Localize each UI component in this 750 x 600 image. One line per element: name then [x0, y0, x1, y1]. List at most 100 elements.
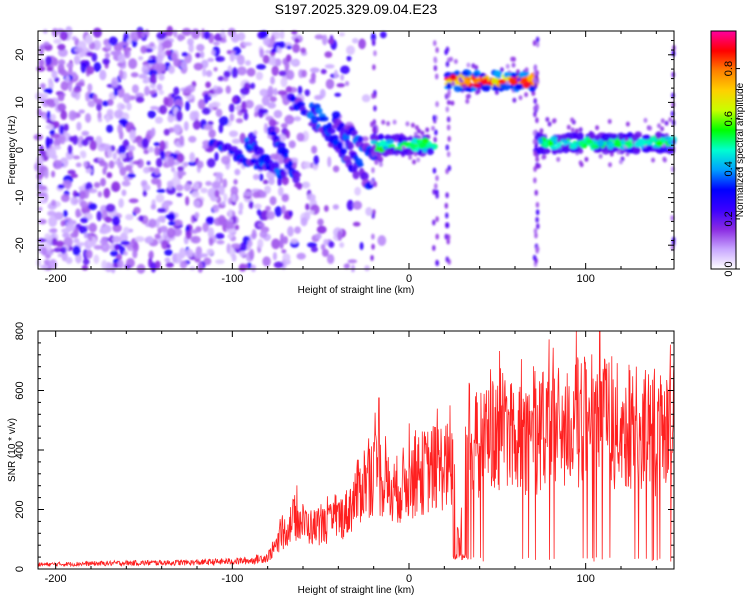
- spectrogram-band-halo: [578, 127, 583, 133]
- spectrogram-noise-cell: [208, 129, 216, 139]
- spectrogram-edge-smear: [534, 232, 538, 239]
- spectrogram-noise-cell: [108, 160, 115, 169]
- spectrogram-noise-cell: [179, 135, 185, 146]
- spectrogram-band-halo: [408, 154, 413, 160]
- spectrogram-chirp-cell: [340, 147, 347, 155]
- spectrogram-noise-cell: [340, 74, 345, 81]
- spectrogram-band-halo: [410, 122, 415, 128]
- spectrogram-noise-cell: [248, 200, 254, 209]
- spectrogram-noise-cell: [143, 149, 149, 155]
- spectrogram-noise-cell: [370, 32, 377, 42]
- spectrogram-noise-cell: [249, 82, 256, 90]
- spectrogram-noise-cell: [135, 96, 145, 103]
- spectrogram-noise-cell: [327, 156, 332, 168]
- spectrogram-noise-cell: [57, 184, 65, 189]
- spectrogram-edge-smear: [533, 111, 537, 118]
- spectrogram-noise-cell: [93, 245, 103, 250]
- spectrogram-noise-cell: [252, 173, 260, 180]
- spectrogram-noise-cell: [60, 110, 68, 120]
- spectrogram-noise-cell: [142, 190, 147, 197]
- spectrogram-noise-cell: [268, 118, 277, 127]
- spectrogram-noise-cell: [112, 215, 120, 226]
- spectrogram-band-cell: [547, 140, 554, 147]
- spectrogram-edge-smear: [535, 70, 540, 77]
- spectrogram-noise-cell: [43, 169, 49, 179]
- spectrogram-noise-cell: [253, 130, 258, 136]
- spectrogram-noise-cell: [48, 259, 58, 270]
- spectrogram-noise-cell: [214, 189, 220, 198]
- spectrogram-noise-cell: [346, 45, 355, 56]
- spectrogram-noise-cell: [63, 123, 69, 132]
- spectrogram-noise-cell: [97, 191, 103, 198]
- spectrogram-chirp-cell: [310, 115, 319, 125]
- spectrogram-noise-cell: [167, 156, 175, 168]
- spectrogram-noise-cell: [259, 230, 268, 239]
- spectrogram-noise-cell: [177, 33, 184, 42]
- spectrogram-noise-cell: [83, 161, 88, 168]
- spectrogram-band-halo: [556, 137, 561, 143]
- spectrogram-noise-cell: [48, 216, 58, 228]
- spectrogram-noise-cell: [175, 184, 184, 192]
- spectrogram-chirp-cell: [337, 141, 344, 150]
- spectrogram-band-halo: [447, 57, 452, 63]
- spectrogram-noise-cell: [106, 124, 114, 133]
- spectrogram-noise-cell: [96, 210, 102, 222]
- spectrogram-edge-smear: [435, 192, 439, 199]
- spectrogram-noise-cell: [151, 73, 157, 85]
- spectrogram-noise-cell: [226, 49, 233, 55]
- spectrogram-band-halo: [656, 123, 661, 129]
- spectrogram-noise-cell: [172, 219, 183, 227]
- spectrogram-band-halo: [413, 131, 418, 137]
- spectrogram-noise-cell: [38, 218, 47, 225]
- spectrogram-noise-cell: [87, 100, 96, 108]
- spectrogram-noise-cell: [306, 242, 317, 248]
- spectrogram-noise-cell: [36, 258, 42, 267]
- snr-y-tick-label: 800: [14, 322, 26, 340]
- spectrogram-band-halo: [524, 92, 529, 98]
- spectrogram-edge-smear: [536, 223, 540, 230]
- spectrogram-noise-cell: [65, 150, 74, 160]
- spectrogram-noise-cell: [259, 88, 269, 97]
- spectrogram-noise-cell: [191, 190, 200, 198]
- spectrogram-noise-cell: [168, 127, 175, 133]
- spectrogram-band-halo: [542, 154, 547, 160]
- spectrogram-noise-cell: [213, 85, 218, 90]
- spectrogram-noise-cell: [156, 54, 164, 64]
- spectrogram-noise-cell: [296, 252, 306, 260]
- spectrogram-noise-cell: [171, 166, 176, 173]
- spectrogram-band-cell: [633, 147, 641, 153]
- spectrogram-noise-cell: [165, 262, 174, 268]
- spectrogram-x-tick-label: 100: [576, 273, 594, 285]
- spectrogram-band-halo: [595, 125, 600, 131]
- spectrogram-noise-cell: [104, 216, 113, 223]
- spectrogram-noise-cell: [296, 132, 305, 142]
- spectrogram-noise-cell: [314, 94, 324, 101]
- spectrogram-band-cell: [585, 139, 593, 144]
- spectrogram-band-cell: [499, 82, 507, 90]
- spectrogram-noise-cell: [365, 206, 373, 216]
- spectrogram-noise-cell: [207, 227, 215, 239]
- spectrogram-noise-cell: [267, 85, 274, 97]
- spectrogram-noise-cell: [279, 233, 285, 243]
- spectrogram-y-tick-label: 10: [14, 96, 26, 108]
- spectrogram-noise-cell: [213, 41, 220, 46]
- spectrogram-noise-cell: [379, 31, 387, 39]
- spectrogram-edge-smear: [532, 138, 537, 145]
- spectrogram-noise-cell: [70, 232, 77, 238]
- spectrogram-noise-cell: [167, 114, 175, 123]
- spectrogram-noise-cell: [54, 159, 63, 170]
- spectrogram-noise-cell: [191, 229, 199, 234]
- spectrogram-noise-cell: [183, 121, 189, 131]
- spectrogram-noise-cell: [205, 81, 212, 89]
- spectrogram-band-cell: [649, 136, 657, 142]
- spectrogram-edge-smear: [532, 40, 537, 47]
- spectrogram-band-halo: [607, 118, 612, 124]
- spectrogram-noise-cell: [43, 41, 50, 46]
- spectrogram-noise-cell: [149, 41, 155, 48]
- spectrogram-noise-cell: [189, 266, 196, 271]
- spectrogram-noise-cell: [60, 194, 70, 203]
- spectrogram-noise-cell: [43, 88, 53, 94]
- spectrogram-noise-cell: [127, 173, 136, 178]
- spectrogram-edge-smear: [373, 50, 377, 57]
- spectrogram-noise-cell: [177, 170, 187, 176]
